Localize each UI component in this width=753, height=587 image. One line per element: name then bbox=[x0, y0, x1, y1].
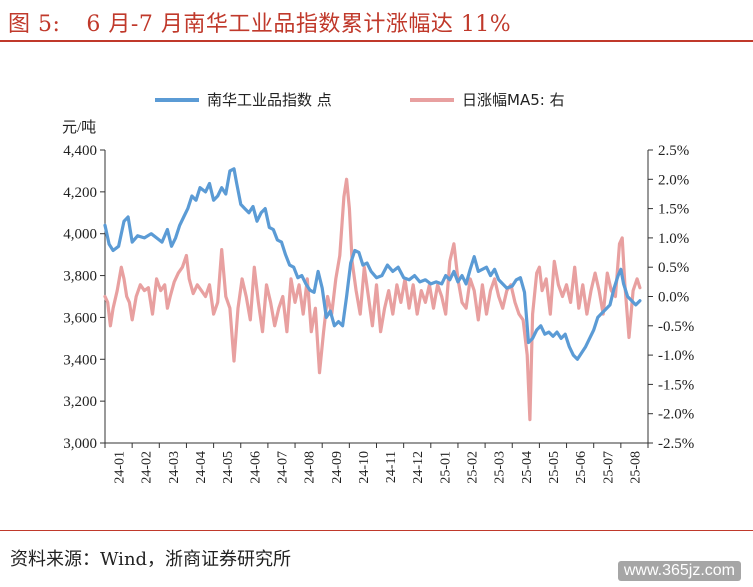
right-tick-label: 1.0% bbox=[658, 231, 689, 247]
right-tick-label: 1.5% bbox=[658, 202, 689, 218]
x-tick-label: 25-06 bbox=[574, 451, 589, 484]
x-tick-label: 25-08 bbox=[628, 451, 643, 484]
footer-rule bbox=[0, 530, 753, 531]
x-tick-label: 25-03 bbox=[493, 451, 508, 484]
series-line-nanhua-index bbox=[103, 167, 642, 361]
left-tick-label: 3,400 bbox=[63, 352, 97, 368]
x-tick-label: 24-09 bbox=[330, 451, 345, 484]
x-tick-label: 25-02 bbox=[466, 451, 481, 484]
chart-area: 3,000 3,200 3,400 3,600 3,800 4,000 4,200 4,400… bbox=[62, 91, 694, 484]
right-tick-label: -2.0% bbox=[658, 407, 694, 423]
x-tick-label: 24-06 bbox=[248, 451, 263, 484]
source-note: 资料来源：Wind，浙商证券研究所 bbox=[10, 549, 292, 570]
right-tick-label: 0.0% bbox=[658, 290, 689, 306]
legend-label: 日涨幅MA5: 右 bbox=[462, 91, 565, 109]
left-tick-label: 3,600 bbox=[63, 310, 97, 326]
x-tick-label: 24-03 bbox=[167, 451, 182, 484]
chart-title: 图 5: 6 月-7 月南华工业品指数累计涨幅达 11% bbox=[8, 6, 511, 38]
left-tick-label: 4,000 bbox=[63, 227, 97, 243]
left-tick-label: 4,200 bbox=[63, 185, 97, 201]
x-tick-label: 25-07 bbox=[601, 451, 616, 484]
right-tick-label: -1.0% bbox=[658, 348, 694, 364]
x-tick-label: 24-07 bbox=[275, 451, 290, 484]
right-tick-label: -1.5% bbox=[658, 377, 694, 393]
title-text: 6 月-7 月南华工业品指数累计涨幅达 11% bbox=[86, 12, 512, 37]
x-tick-label: 24-10 bbox=[357, 451, 372, 484]
right-tick-label: 2.0% bbox=[658, 172, 689, 188]
x-tick-label: 24-01 bbox=[113, 451, 128, 484]
x-tick-label: 25-01 bbox=[438, 451, 453, 484]
right-tick-label: 2.5% bbox=[658, 143, 689, 159]
left-axis-unit: 元/吨 bbox=[62, 119, 96, 136]
x-tick-label: 25-04 bbox=[520, 451, 535, 484]
series-line-ma5 bbox=[103, 177, 642, 422]
left-tick-label: 3,800 bbox=[63, 269, 97, 285]
legend-label: 南华工业品指数 点 bbox=[207, 91, 332, 109]
x-tick-label: 24-08 bbox=[303, 451, 318, 484]
left-tick-label: 3,000 bbox=[63, 436, 97, 452]
x-tick-label: 24-12 bbox=[411, 451, 426, 484]
x-tick-label: 25-05 bbox=[547, 451, 562, 484]
x-tick-label: 24-11 bbox=[384, 451, 399, 483]
x-tick-label: 24-05 bbox=[221, 451, 236, 484]
watermark: www.365jz.com bbox=[617, 561, 741, 581]
left-tick-label: 3,200 bbox=[63, 394, 97, 410]
right-tick-label: -2.5% bbox=[658, 436, 694, 452]
left-tick-label: 4,400 bbox=[63, 143, 97, 159]
right-tick-label: 0.5% bbox=[658, 260, 689, 276]
x-tick-label: 24-02 bbox=[140, 451, 155, 484]
x-tick-label: 24-04 bbox=[194, 451, 209, 484]
figure-label: 图 5: bbox=[8, 12, 61, 37]
title-rule bbox=[0, 40, 753, 42]
right-tick-label: -0.5% bbox=[658, 319, 694, 335]
